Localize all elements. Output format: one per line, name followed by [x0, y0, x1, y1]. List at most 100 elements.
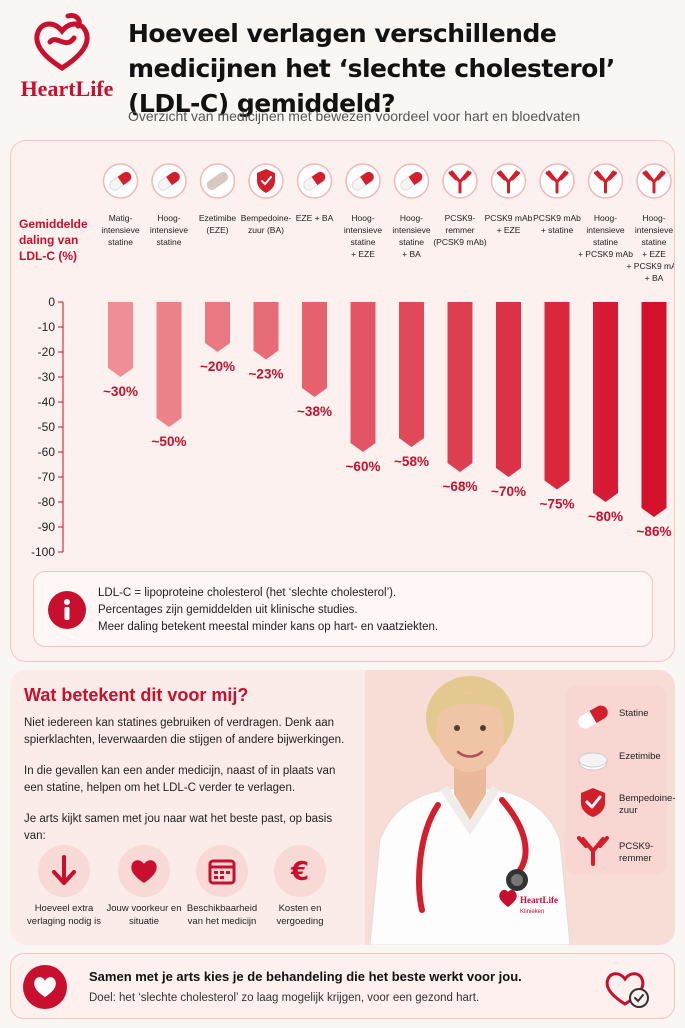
y-tick-label: -70: [38, 470, 56, 484]
category-label: intensieve: [101, 225, 140, 235]
pill-icon: [578, 705, 608, 729]
antibody-icon: [442, 163, 478, 199]
bar: [496, 302, 521, 477]
y-tick-label: -90: [38, 520, 56, 534]
bar: [399, 302, 424, 447]
category-label: Hoog-: [157, 213, 180, 223]
category-label: intensieve: [635, 225, 674, 235]
category-label: Hoog-: [642, 213, 665, 223]
explanation-section: HeartLife Klinieken Wat betekent dit voo…: [10, 670, 675, 945]
category-label: intensieve: [392, 225, 431, 235]
data-label: ~50%: [152, 434, 187, 449]
category-label: PCSK9 mAb: [533, 213, 581, 223]
category-label: intensieve: [344, 225, 383, 235]
heart-icon: [118, 845, 170, 897]
pill-icon: [393, 163, 430, 199]
info-icon: [48, 591, 86, 629]
shield-icon: [248, 163, 284, 199]
bar: [205, 302, 230, 352]
info-box: LDL-C = lipoproteine cholesterol (het ‘s…: [33, 571, 653, 647]
legend-item: Statine: [573, 700, 667, 734]
category-label: (EZE): [206, 225, 228, 235]
y-tick-label: -40: [38, 395, 56, 409]
header: HeartLife Hoeveel verlagen verschillende…: [0, 0, 685, 135]
legend-label: Ezetimibe: [619, 751, 661, 762]
factor-item: Hoeveel extra verlaging nodig is: [24, 845, 104, 928]
legend-item: PCSK9-remmer: [573, 833, 667, 867]
data-label: ~38%: [297, 404, 332, 419]
category-label: Hoog-: [594, 213, 617, 223]
legend-label: Bempedoine-zuur: [619, 793, 675, 816]
data-label: ~75%: [540, 497, 575, 512]
category-label: + statine: [541, 225, 574, 235]
y-tick-label: 0: [48, 295, 55, 309]
calendar-icon: [196, 845, 248, 897]
category-label: PCSK9-: [445, 213, 476, 223]
legend-item: Bempedoine-zuur: [573, 785, 675, 819]
y-axis-label: Gemiddelde daling van LDL-C (%): [19, 217, 88, 263]
euro-icon: €: [274, 845, 326, 897]
brand-name: HeartLife: [20, 76, 114, 101]
category-label: Matig-: [109, 213, 133, 223]
category-label: statine: [593, 237, 618, 247]
y-tick-label: -50: [38, 420, 56, 434]
category-label: + PCSK9 mAb: [578, 249, 633, 259]
y-tick-label: -10: [38, 320, 56, 334]
heart-check-icon: [605, 972, 649, 1008]
y-tick-label: -20: [38, 345, 56, 359]
category-label: Hoog-: [400, 213, 423, 223]
pill-icon: [296, 163, 333, 199]
heartlife-logo: HeartLife: [12, 10, 122, 105]
category-label: + BA: [645, 273, 664, 283]
category-label: + BA: [402, 249, 421, 259]
pill-icon: [151, 163, 187, 199]
data-label: ~30%: [103, 384, 138, 399]
pill-icon: [345, 163, 381, 199]
data-label: ~23%: [249, 367, 284, 382]
antibody-icon: [490, 163, 527, 199]
data-label: ~20%: [200, 359, 235, 374]
bar: [156, 302, 182, 427]
category-label: PCSK9 mAb: [485, 213, 533, 223]
category-label: intensieve: [150, 225, 189, 235]
paragraph: Je arts kijkt samen met jou naar wat het…: [24, 813, 333, 842]
category-label: + EZE: [497, 225, 521, 235]
category-label: zuur (BA): [248, 225, 284, 235]
category-label: Bempedoine-: [241, 213, 292, 223]
factor-label: Hoeveel extra verlaging nodig is: [27, 903, 101, 927]
section-heading: Wat betekent dit voor mij?: [24, 685, 249, 705]
info-line: Percentages zijn gemiddelden uit klinisc…: [98, 604, 358, 616]
data-label: ~80%: [588, 509, 623, 524]
info-line: Meer daling betekent meestal minder kans…: [98, 621, 439, 633]
factor-item: Beschikbaarheid van het medicijn: [182, 845, 262, 928]
chart-panel: Gemiddelde daling van LDL-C (%) 0 -10 -20 -…: [10, 140, 675, 662]
factor-label: Beschikbaarheid van het medicijn: [186, 903, 258, 927]
factor-label: Jouw voorkeur en situatie: [106, 903, 182, 927]
category-label: Ezetimibe: [199, 213, 237, 223]
coat-subbrand: Klinieken: [520, 909, 544, 915]
factor-item: Jouw voorkeur en situatie: [104, 845, 184, 928]
legend-label: Statine: [619, 708, 649, 719]
category-label: statine: [399, 237, 424, 247]
heart-icon: [23, 965, 67, 1009]
category-label: EZE + BA: [296, 213, 334, 223]
data-label: ~60%: [346, 459, 381, 474]
y-tick-label: -80: [38, 495, 56, 509]
coat-brand: HeartLife: [520, 895, 558, 905]
arrow-down-icon: [38, 845, 90, 897]
data-label: ~86%: [637, 524, 672, 539]
category-label: intensieve: [586, 225, 625, 235]
category-label: statine: [641, 237, 666, 247]
category-label: + EZE: [642, 249, 666, 259]
footer-goal: Doel: het ‘slechte cholesterol’ zo laag …: [89, 992, 480, 1004]
bar: [593, 302, 618, 502]
antibody-icon: [636, 163, 672, 199]
y-tick-label: -30: [38, 370, 56, 384]
data-label: ~68%: [443, 479, 478, 494]
legend-item: Ezetimibe: [573, 743, 667, 777]
antibody-icon: [587, 163, 624, 199]
bar: [544, 302, 570, 490]
page-subtitle: Overzicht van medicijnen met bewezen voo…: [128, 108, 581, 124]
capsule-icon: [199, 163, 236, 199]
legend-label: PCSK9-remmer: [619, 841, 654, 864]
